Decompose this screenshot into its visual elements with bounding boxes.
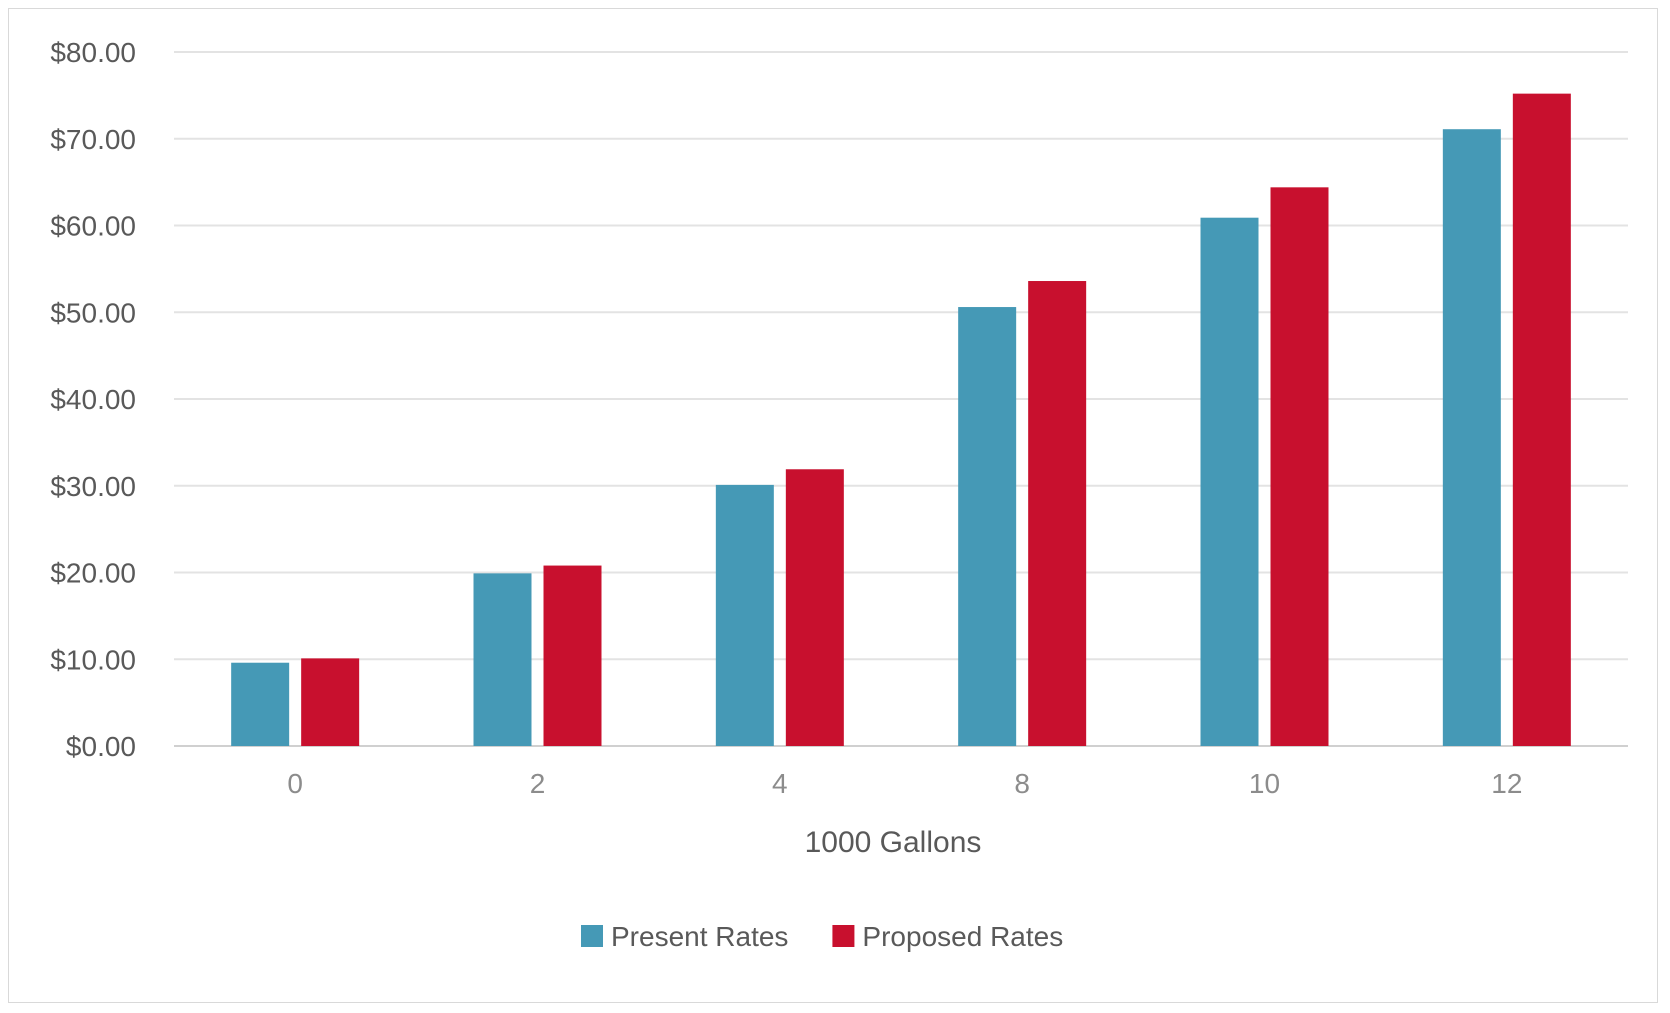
bar-present-rates	[231, 662, 290, 746]
x-axis-title: 1000 Gallons	[805, 826, 982, 859]
bar-proposed-rates	[1512, 93, 1571, 746]
bar-proposed-rates	[543, 565, 602, 746]
x-tick-label: 0	[287, 768, 303, 799]
y-tick-label: $40.00	[50, 384, 136, 415]
y-tick-label: $80.00	[50, 37, 136, 68]
x-tick-label: 4	[772, 768, 788, 799]
bar-present-rates	[1442, 129, 1501, 746]
x-tick-label: 2	[530, 768, 546, 799]
bar-present-rates	[958, 307, 1017, 746]
legend-label: Proposed Rates	[862, 921, 1063, 952]
y-tick-label: $50.00	[50, 297, 136, 328]
x-tick-label: 12	[1491, 768, 1522, 799]
bar-proposed-rates	[1270, 187, 1329, 746]
y-tick-label: $20.00	[50, 558, 136, 589]
bar-present-rates	[473, 573, 532, 746]
legend-item-proposed-rates: Proposed Rates	[832, 921, 1063, 952]
x-axis-tick-labels: 0 2 4 8 10 12	[287, 768, 1522, 799]
legend: Present Rates Proposed Rates	[581, 921, 1063, 952]
y-tick-label: $70.00	[50, 124, 136, 155]
legend-swatch	[581, 925, 603, 947]
bars	[231, 93, 1571, 746]
bar-proposed-rates	[1028, 281, 1087, 746]
y-axis-tick-labels: $0.00 $10.00 $20.00 $30.00 $40.00 $50.00 $60.0…	[50, 37, 136, 762]
bar-proposed-rates	[785, 469, 844, 746]
bar-present-rates	[715, 484, 774, 746]
legend-label: Present Rates	[611, 921, 788, 952]
x-tick-label: 10	[1249, 768, 1280, 799]
legend-swatch	[832, 925, 855, 947]
bar-present-rates	[1200, 217, 1259, 746]
y-tick-label: $60.00	[50, 211, 136, 242]
y-tick-label: $10.00	[50, 644, 136, 675]
legend-item-present-rates: Present Rates	[581, 921, 788, 952]
y-tick-label: $0.00	[66, 731, 136, 762]
x-tick-label: 8	[1014, 768, 1030, 799]
bar-proposed-rates	[301, 658, 360, 746]
gridlines	[174, 51, 1628, 747]
y-tick-label: $30.00	[50, 471, 136, 502]
